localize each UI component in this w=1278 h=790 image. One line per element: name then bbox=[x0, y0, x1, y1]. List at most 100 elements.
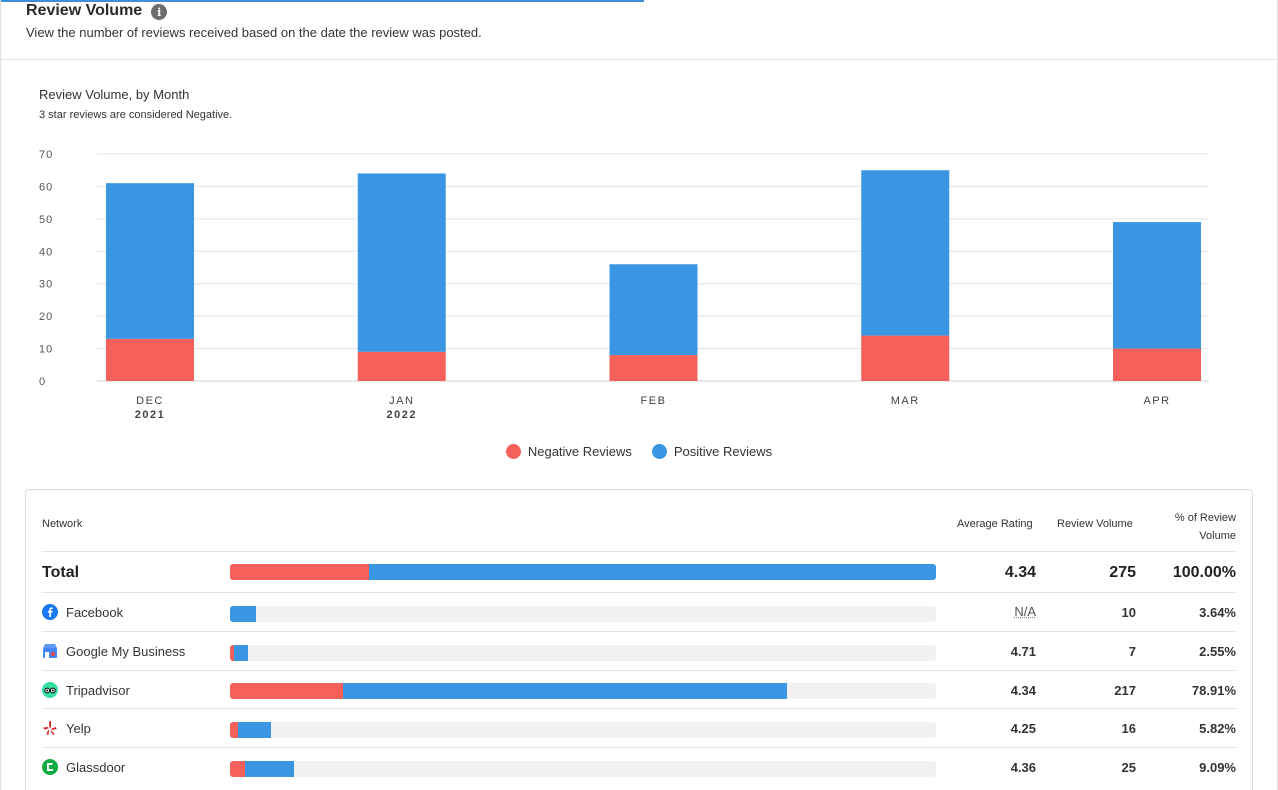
bar-positive[interactable] bbox=[357, 173, 446, 352]
y-tick-label: 40 bbox=[39, 246, 53, 258]
row-review-volume: 7 bbox=[1128, 644, 1136, 659]
row-name: Google My Business bbox=[66, 643, 186, 659]
table-row-google-my-business[interactable]: Google My Business 4.71 7 2.55% bbox=[42, 631, 1236, 670]
row-percent-volume: 2.55% bbox=[1199, 644, 1236, 659]
y-tick-label: 20 bbox=[39, 311, 53, 323]
x-tick-label: APR bbox=[1143, 395, 1170, 407]
row-network: Yelp bbox=[42, 720, 91, 736]
row-name: Facebook bbox=[66, 604, 124, 620]
x-tick-label: MAR bbox=[891, 395, 920, 407]
volume-bar-negative bbox=[230, 761, 245, 777]
volume-bar bbox=[230, 683, 936, 699]
row-review-volume: 16 bbox=[1121, 721, 1136, 736]
x-tick-year-label: 2021 bbox=[135, 409, 165, 421]
chart-note: 3 star reviews are considered Negative. bbox=[39, 109, 233, 121]
table-row-yelp[interactable]: Yelp 4.25 16 5.82% bbox=[42, 708, 1236, 747]
row-name: Yelp bbox=[66, 720, 91, 736]
legend-label-positive: Positive Reviews bbox=[673, 444, 773, 459]
volume-bar bbox=[230, 564, 936, 580]
bar-negative[interactable] bbox=[106, 338, 194, 381]
row-network: Glassdoor bbox=[42, 759, 125, 775]
table-row-tripadvisor[interactable]: Tripadvisor 4.34 217 78.91% bbox=[42, 670, 1236, 708]
google-my-business-icon bbox=[42, 643, 58, 659]
volume-bar bbox=[230, 722, 936, 738]
legend-swatch-positive bbox=[651, 444, 667, 459]
bar-negative[interactable] bbox=[609, 355, 698, 381]
bar-negative[interactable] bbox=[357, 351, 446, 381]
row-name: Glassdoor bbox=[66, 759, 126, 775]
yelp-icon bbox=[42, 720, 58, 736]
chart-title: Review Volume, by Month bbox=[39, 87, 190, 102]
row-average-rating: 4.25 bbox=[1010, 721, 1036, 736]
y-tick-label: 0 bbox=[39, 376, 46, 388]
bar-positive[interactable] bbox=[106, 183, 194, 339]
volume-bar-positive bbox=[234, 645, 248, 661]
y-tick-label: 30 bbox=[39, 279, 53, 291]
legend-swatch-negative bbox=[505, 444, 521, 459]
volume-bar-negative bbox=[230, 564, 370, 580]
x-tick-label: FEB bbox=[641, 395, 667, 407]
x-tick-label: JAN bbox=[389, 395, 414, 407]
facebook-icon bbox=[42, 604, 58, 620]
row-average-rating: 4.36 bbox=[1010, 760, 1036, 775]
volume-bar bbox=[230, 606, 936, 622]
row-percent-volume: 78.91% bbox=[1191, 683, 1236, 698]
volume-bar-positive bbox=[237, 722, 271, 738]
x-tick-year-label: 2022 bbox=[387, 409, 417, 421]
volume-bar-positive bbox=[244, 761, 295, 777]
bar-negative[interactable] bbox=[861, 335, 950, 381]
header-percent-volume[interactable]: % of Review Volume bbox=[1146, 509, 1236, 545]
title-row: Review Volume i bbox=[26, 2, 168, 20]
header-percent-volume-line2: Volume bbox=[1199, 530, 1236, 542]
row-percent-volume: 9.09% bbox=[1199, 760, 1236, 775]
info-icon[interactable]: i bbox=[151, 4, 168, 20]
row-network: Facebook bbox=[42, 604, 123, 620]
x-tick-label: DEC bbox=[136, 395, 164, 407]
volume-bar-negative bbox=[230, 722, 238, 738]
table-row-glassdoor[interactable]: Glassdoor 4.36 25 9.09% bbox=[42, 747, 1236, 787]
volume-bar-positive bbox=[230, 606, 256, 622]
page-title: Review Volume bbox=[26, 2, 143, 19]
legend-item-negative[interactable]: Negative Reviews bbox=[505, 444, 632, 459]
row-review-volume: 10 bbox=[1121, 605, 1136, 620]
header-average-rating[interactable]: Average Rating bbox=[957, 518, 1033, 530]
table-row-total: Total 4.34 275 100.00% bbox=[42, 551, 1236, 592]
glassdoor-icon bbox=[42, 759, 58, 775]
header-network[interactable]: Network bbox=[42, 518, 83, 530]
row-average-rating: 4.71 bbox=[1010, 644, 1036, 659]
bar-negative[interactable] bbox=[1113, 348, 1201, 381]
top-accent-bar bbox=[0, 0, 644, 2]
chart-legend: Negative Reviews Positive Reviews bbox=[0, 444, 1278, 459]
row-review-volume: 25 bbox=[1121, 760, 1136, 775]
row-review-volume: 275 bbox=[1109, 564, 1136, 581]
volume-bar-positive bbox=[342, 683, 788, 699]
legend-item-positive[interactable]: Positive Reviews bbox=[651, 444, 773, 459]
y-tick-label: 10 bbox=[39, 344, 53, 356]
row-percent-volume: 5.82% bbox=[1199, 721, 1236, 736]
volume-bar-negative bbox=[230, 645, 235, 661]
header-review-volume[interactable]: Review Volume bbox=[1057, 518, 1133, 530]
row-average-rating: 4.34 bbox=[1010, 683, 1036, 698]
volume-bar-negative bbox=[230, 683, 343, 699]
y-tick-label: 70 bbox=[39, 149, 53, 161]
row-name: Total bbox=[42, 564, 80, 581]
row-average-rating: 4.34 bbox=[1004, 564, 1036, 581]
table-row-facebook[interactable]: Facebook N/A 10 3.64% bbox=[42, 592, 1236, 631]
volume-bar bbox=[230, 645, 936, 661]
network-table: Network Average Rating Review Volume % o… bbox=[25, 489, 1253, 790]
bar-positive[interactable] bbox=[609, 264, 698, 356]
legend-label-negative: Negative Reviews bbox=[527, 444, 632, 459]
row-network: Google My Business bbox=[42, 643, 185, 659]
tripadvisor-icon bbox=[42, 682, 58, 698]
bar-positive[interactable] bbox=[1113, 222, 1201, 349]
row-average-rating[interactable]: N/A bbox=[1014, 604, 1036, 619]
row-network: Tripadvisor bbox=[42, 682, 130, 698]
bar-positive[interactable] bbox=[861, 170, 950, 336]
row-percent-volume: 100.00% bbox=[1172, 564, 1236, 581]
row-review-volume: 217 bbox=[1114, 683, 1136, 698]
row-name: Tripadvisor bbox=[66, 682, 130, 698]
page-subtitle: View the number of reviews received base… bbox=[26, 25, 482, 40]
volume-bar bbox=[230, 761, 936, 777]
header-percent-volume-line1: % of Review bbox=[1174, 512, 1236, 524]
review-volume-chart: 0 10 20 30 40 50 60 70 DEC 2021 JAN 2022 FEB MAR APR bbox=[39, 149, 1209, 421]
